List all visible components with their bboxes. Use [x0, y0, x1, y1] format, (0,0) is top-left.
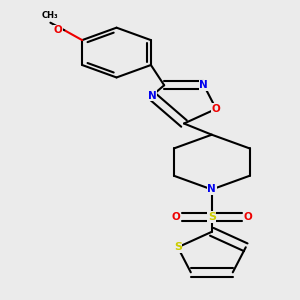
Text: N: N: [207, 184, 216, 194]
Text: N: N: [148, 91, 156, 101]
Text: O: O: [212, 104, 220, 114]
Text: S: S: [174, 242, 182, 252]
Text: O: O: [243, 212, 252, 222]
Text: S: S: [208, 212, 216, 222]
Text: O: O: [54, 25, 63, 35]
Text: N: N: [200, 80, 208, 90]
Text: CH₃: CH₃: [42, 11, 59, 20]
Text: O: O: [172, 212, 180, 222]
